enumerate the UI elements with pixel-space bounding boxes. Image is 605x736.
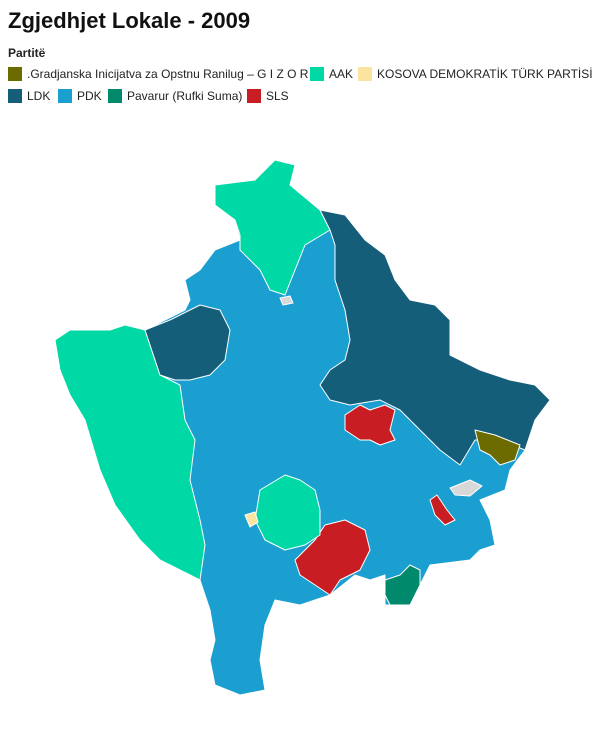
region bbox=[54, 324, 206, 581]
legend-label: .Gradjanska Inicijatva za Opstnu Ranilug… bbox=[27, 67, 309, 81]
legend-swatch bbox=[310, 67, 324, 81]
region bbox=[254, 474, 321, 551]
region bbox=[384, 564, 421, 606]
region bbox=[344, 404, 396, 446]
legend-item: KOSOVA DEMOKRATİK TÜRK PARTİSİ bbox=[358, 67, 593, 81]
legend-item: .Gradjanska Inicijatva za Opstnu Ranilug… bbox=[8, 67, 308, 81]
legend-item: LDK bbox=[8, 89, 50, 103]
legend-title: Partitë bbox=[8, 46, 46, 60]
legend-label: AAK bbox=[329, 67, 354, 81]
no-data-region bbox=[279, 295, 294, 306]
legend-label: PDK bbox=[77, 89, 102, 103]
region bbox=[429, 494, 456, 526]
legend-label: Pavarur (Rufki Suma) bbox=[127, 89, 243, 103]
legend-item: PDK bbox=[58, 89, 102, 103]
legend-swatch bbox=[358, 67, 372, 81]
map-title: Zgjedhjet Lokale - 2009 bbox=[8, 8, 251, 33]
region bbox=[319, 209, 551, 466]
legend-swatch bbox=[247, 89, 261, 103]
no-data-region bbox=[449, 479, 483, 497]
region bbox=[474, 429, 521, 466]
legend-label: KOSOVA DEMOKRATİK TÜRK PARTİSİ bbox=[377, 67, 593, 81]
legend-swatch bbox=[8, 67, 22, 81]
legend-swatch bbox=[58, 89, 72, 103]
region bbox=[144, 304, 231, 381]
legend-item: AAK bbox=[310, 67, 353, 81]
legend-label: SLS bbox=[266, 89, 289, 103]
legend-item: SLS bbox=[247, 89, 289, 103]
legend-label: LDK bbox=[27, 89, 51, 103]
legend-swatch bbox=[8, 89, 22, 103]
region bbox=[214, 159, 331, 296]
region bbox=[294, 519, 371, 596]
region bbox=[244, 511, 259, 528]
legend-swatch bbox=[108, 89, 122, 103]
legend-item: Pavarur (Rufki Suma) bbox=[108, 89, 242, 103]
